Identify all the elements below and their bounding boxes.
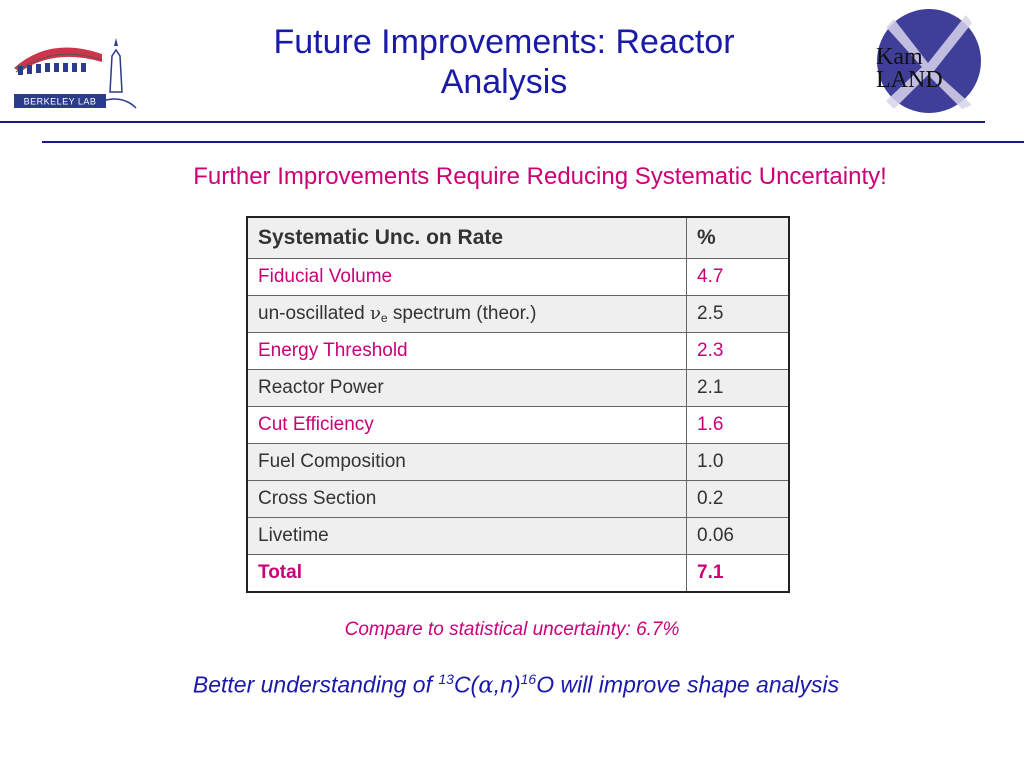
table-row: Cross Section 0.2 bbox=[246, 480, 790, 518]
table-header-row: Systematic Unc. on Rate % bbox=[246, 216, 790, 259]
row-label: Livetime bbox=[246, 517, 687, 555]
table-total-row: Total 7.1 bbox=[246, 554, 790, 593]
alpha-symbol: α bbox=[478, 672, 494, 699]
page-title: Future Improvements: Reactor Analysis bbox=[180, 22, 828, 102]
page-title-line1: Future Improvements: Reactor bbox=[273, 23, 735, 61]
row-value: 1.6 bbox=[686, 406, 790, 444]
row-label: Cut Efficiency bbox=[246, 406, 687, 444]
berkeley-lab-logo: BERKELEY LAB bbox=[14, 38, 137, 109]
row-value: 1.0 bbox=[686, 443, 790, 481]
table-row: un-oscillated νe spectrum (theor.) 2.5 bbox=[246, 295, 790, 333]
row-label: Fuel Composition bbox=[246, 443, 687, 481]
berkeley-lab-logo-text: BERKELEY LAB bbox=[24, 97, 97, 107]
total-value: 7.1 bbox=[686, 554, 790, 593]
table-row: Reactor Power 2.1 bbox=[246, 369, 790, 407]
table-row: Cut Efficiency 1.6 bbox=[246, 406, 790, 444]
row-label-pre: un-oscillated bbox=[258, 303, 370, 324]
nu-subscript: e bbox=[380, 311, 388, 325]
row-label-post: spectrum (theor.) bbox=[387, 303, 537, 324]
row-label: Cross Section bbox=[246, 480, 687, 518]
nu-symbol: ν bbox=[369, 303, 381, 324]
table-row: Fiducial Volume 4.7 bbox=[246, 258, 790, 296]
note-post: O will improve shape analysis bbox=[536, 671, 840, 698]
table-header-label: Systematic Unc. on Rate bbox=[246, 216, 687, 259]
note-sup-13: 13 bbox=[438, 671, 454, 687]
compare-note: Compare to statistical uncertainty: 6.7% bbox=[344, 619, 680, 640]
note-pre: Better understanding of bbox=[192, 671, 439, 698]
page-title-line2: Analysis bbox=[440, 63, 568, 101]
shape-analysis-note: Better understanding of 13C(α,n)16O will… bbox=[0, 671, 1024, 699]
row-value: 0.2 bbox=[686, 480, 790, 518]
note-n: ,n) bbox=[493, 671, 521, 698]
row-value: 2.5 bbox=[686, 295, 790, 333]
header-rule-bottom bbox=[42, 141, 1024, 143]
kamland-logo-text-1: Kam bbox=[876, 44, 923, 70]
header-rule-top bbox=[0, 121, 985, 123]
note-sup-16: 16 bbox=[520, 671, 537, 687]
row-label: Energy Threshold bbox=[246, 332, 687, 370]
row-value: 2.3 bbox=[686, 332, 790, 370]
systematic-uncertainty-table: Systematic Unc. on Rate % Fiducial Volum… bbox=[246, 216, 790, 593]
table-row: Energy Threshold 2.3 bbox=[246, 332, 790, 370]
row-value: 4.7 bbox=[686, 258, 790, 296]
note-carbon: C( bbox=[453, 671, 479, 698]
row-label: Reactor Power bbox=[246, 369, 687, 407]
table-row: Livetime 0.06 bbox=[246, 517, 790, 555]
total-label: Total bbox=[246, 554, 687, 593]
table-row: Fuel Composition 1.0 bbox=[246, 443, 790, 481]
table-header-percent: % bbox=[686, 216, 790, 259]
kamland-logo-text-2: LAND bbox=[876, 67, 943, 93]
kamland-logo: Kam LAND bbox=[876, 9, 981, 113]
row-value: 2.1 bbox=[686, 369, 790, 407]
row-label: Fiducial Volume bbox=[246, 258, 687, 296]
slide-subtitle: Further Improvements Require Reducing Sy… bbox=[193, 163, 887, 190]
row-label: un-oscillated νe spectrum (theor.) bbox=[246, 295, 687, 333]
row-value: 0.06 bbox=[686, 517, 790, 555]
